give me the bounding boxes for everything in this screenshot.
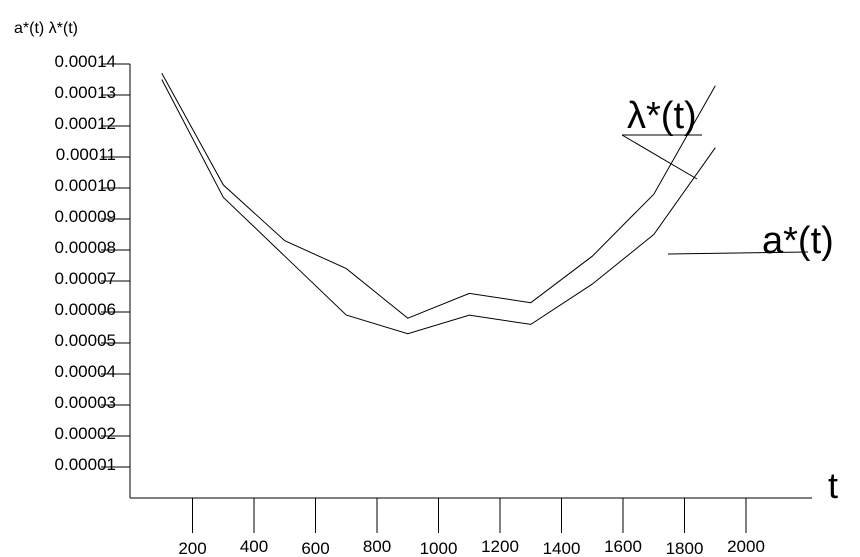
series-labels: λ*(t) a*(t) (621, 95, 834, 262)
x-tick-label: 1400 (543, 539, 581, 557)
y-tick-label: 0.00010 (55, 176, 116, 195)
y-tick-label: 0.00011 (56, 145, 116, 164)
x-tick-label: 2000 (727, 537, 765, 556)
y-tick-label: 0.00001 (55, 455, 116, 474)
x-tick-label: 200 (178, 539, 206, 557)
series-a-label: a*(t) (762, 220, 834, 262)
y-tick-label: 0.00003 (55, 393, 116, 412)
x-tick-label: 800 (363, 537, 391, 556)
x-axis-label: t (828, 465, 838, 506)
y-tick-label: 0.00012 (55, 114, 116, 133)
series-lines (161, 73, 716, 335)
axes (129, 64, 812, 499)
x-tick-label: 1800 (666, 539, 704, 557)
series-a-line (161, 79, 716, 335)
y-tick-label: 0.00006 (55, 300, 116, 319)
y-axis-label: a*(t) λ*(t) (14, 20, 78, 37)
series-lambda-label: λ*(t) (627, 95, 697, 137)
y-tick-label: 0.00007 (55, 269, 116, 288)
x-tick-label: 1200 (481, 537, 519, 556)
x-ticks: 200 400 600 800 1000 1200 1400 1600 1800 2000 (178, 498, 765, 557)
y-tick-label: 0.00014 (55, 52, 116, 71)
x-tick-label: 1000 (420, 539, 458, 557)
y-tick-label: 0.00013 (55, 83, 116, 102)
x-tick-label: 600 (301, 539, 329, 557)
x-tick-label: 1600 (604, 537, 642, 556)
series-lambda-line (161, 73, 716, 319)
y-tick-label: 0.00009 (55, 207, 116, 226)
a-leader-line (667, 251, 809, 255)
y-tick-label: 0.00002 (55, 424, 116, 443)
y-tick-label: 0.00004 (55, 362, 116, 381)
y-ticks: 0.00001 0.00002 0.00003 0.00004 0.00005 0.000… (55, 52, 130, 474)
y-tick-label: 0.00005 (55, 331, 116, 350)
x-tick-label: 400 (240, 537, 268, 556)
y-tick-label: 0.00008 (55, 238, 116, 257)
lambda-leader-line (621, 134, 698, 180)
